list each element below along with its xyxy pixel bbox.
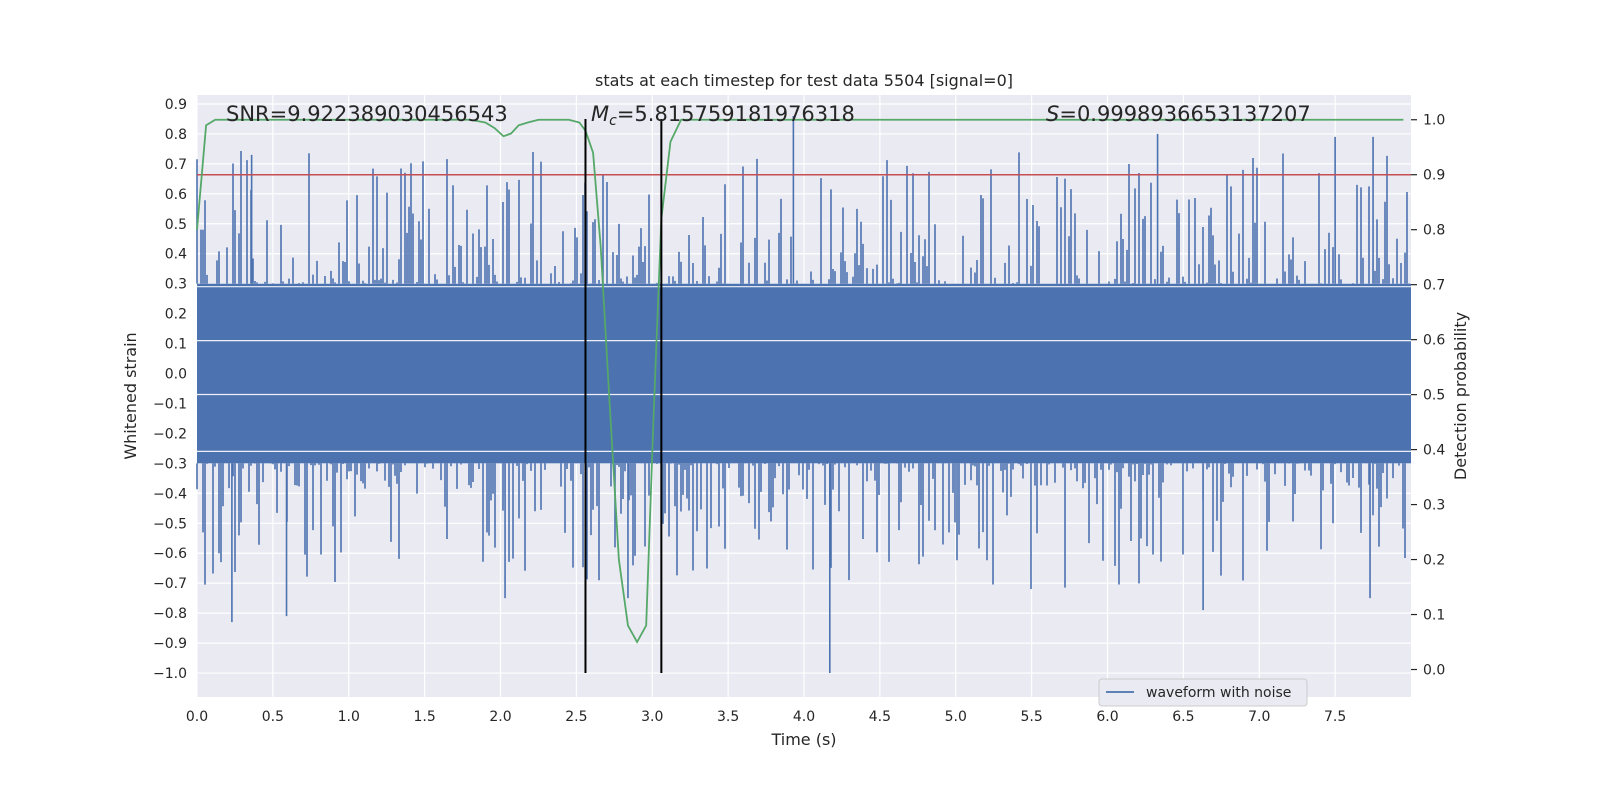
plot-area bbox=[196, 115, 1411, 674]
y-tick-label-left: −0.8 bbox=[153, 606, 187, 622]
y-tick-label-left: 0.5 bbox=[165, 217, 187, 233]
y-tick-label-left: 0.0 bbox=[165, 367, 187, 383]
x-tick-label: 2.0 bbox=[489, 709, 511, 725]
y-tick-label-right: 0.5 bbox=[1423, 388, 1445, 404]
y-tick-label-left: −1.0 bbox=[153, 666, 187, 682]
y-tick-label-left: −0.1 bbox=[153, 396, 187, 412]
y-tick-label-left: 0.9 bbox=[165, 97, 187, 113]
y-tick-label-left: −0.6 bbox=[153, 546, 187, 562]
x-tick-label: 7.5 bbox=[1324, 709, 1346, 725]
y-tick-label-left: −0.2 bbox=[153, 426, 187, 442]
chart-title: stats at each timestep for test data 550… bbox=[595, 71, 1013, 90]
mc-value: =5.815759181976318 bbox=[617, 102, 855, 126]
mc-subscript: c bbox=[609, 113, 617, 129]
y-axis-label-right: Detection probability bbox=[1451, 312, 1470, 480]
x-tick-label: 3.0 bbox=[641, 709, 663, 725]
y-tick-label-right: 0.7 bbox=[1423, 278, 1445, 294]
y-tick-label-left: 0.2 bbox=[165, 307, 187, 323]
y-tick-label-right: 1.0 bbox=[1423, 113, 1445, 129]
y-tick-label-right: 0.2 bbox=[1423, 553, 1445, 569]
y-tick-label-right: 0.4 bbox=[1423, 443, 1445, 459]
y-tick-label-right: 0.6 bbox=[1423, 333, 1445, 349]
waveform-band bbox=[197, 283, 1411, 464]
s-symbol: S bbox=[1046, 102, 1059, 126]
y-tick-label-left: 0.4 bbox=[165, 247, 187, 263]
y-tick-label-left: −0.9 bbox=[153, 636, 187, 652]
legend-box bbox=[1098, 678, 1308, 707]
y-tick-label-left: −0.4 bbox=[153, 486, 187, 502]
x-tick-label: 2.5 bbox=[565, 709, 587, 725]
x-tick-label: 0.5 bbox=[262, 709, 284, 725]
s-annotation: S=0.9998936653137207 bbox=[1046, 102, 1311, 126]
x-tick-label: 5.5 bbox=[1020, 709, 1042, 725]
y-axis-label-left: Whitened strain bbox=[121, 332, 140, 459]
y-ticks-left: 0.9 0.8 0.7 0.6 0.5 0.4 0.3 0.2 0.1 0.0 −0.1 −0.2 −0… bbox=[153, 97, 187, 682]
y-tick-label-left: −0.3 bbox=[153, 456, 187, 472]
x-tick-label: 1.0 bbox=[338, 709, 360, 725]
y-tick-label-left: −0.5 bbox=[153, 516, 187, 532]
legend-label: waveform with noise bbox=[1146, 685, 1291, 701]
s-value: =0.9998936653137207 bbox=[1059, 102, 1310, 126]
x-tick-label: 6.0 bbox=[1096, 709, 1118, 725]
y-tick-label-left: 0.6 bbox=[165, 187, 187, 203]
detection-probability-line bbox=[196, 118, 1404, 644]
x-tick-label: 0.0 bbox=[186, 709, 208, 725]
x-tick-label: 7.0 bbox=[1248, 709, 1270, 725]
x-tick-label: 6.5 bbox=[1172, 709, 1194, 725]
x-ticks: 0.0 0.5 1.0 1.5 2.0 2.5 3.0 3.5 4.0 4.5 5.0 5.5 6.0 6… bbox=[186, 709, 1346, 725]
legend: waveform with noise bbox=[1098, 678, 1308, 707]
snr-annotation: SNR=9.922389030456543 bbox=[226, 102, 508, 126]
mc-symbol: M bbox=[591, 102, 609, 126]
y-tick-label-right: 0.9 bbox=[1423, 168, 1445, 184]
x-tick-label: 3.5 bbox=[717, 709, 739, 725]
y-tick-label-left: 0.1 bbox=[165, 337, 187, 353]
y-tick-label-right: 0.8 bbox=[1423, 223, 1445, 239]
y-ticks-right: 1.0 0.9 0.8 0.7 0.6 0.5 0.4 0.3 0.2 0.1 0.0 bbox=[1411, 113, 1445, 679]
x-tick-label: 4.5 bbox=[869, 709, 891, 725]
y-tick-label-left: 0.8 bbox=[165, 127, 187, 143]
x-tick-label: 5.0 bbox=[945, 709, 967, 725]
chirp-mass-annotation: Mc=5.815759181976318 bbox=[591, 102, 855, 129]
y-tick-label-right: 0.3 bbox=[1423, 498, 1445, 514]
y-tick-label-left: 0.7 bbox=[165, 157, 187, 173]
y-tick-label-left: −0.7 bbox=[153, 576, 187, 592]
x-tick-label: 4.0 bbox=[793, 709, 815, 725]
y-tick-label-right: 0.0 bbox=[1423, 663, 1445, 679]
y-tick-label-right: 0.1 bbox=[1423, 608, 1445, 624]
x-tick-label: 1.5 bbox=[413, 709, 435, 725]
y-tick-label-left: 0.3 bbox=[165, 277, 187, 293]
x-axis-label: Time (s) bbox=[770, 730, 836, 749]
